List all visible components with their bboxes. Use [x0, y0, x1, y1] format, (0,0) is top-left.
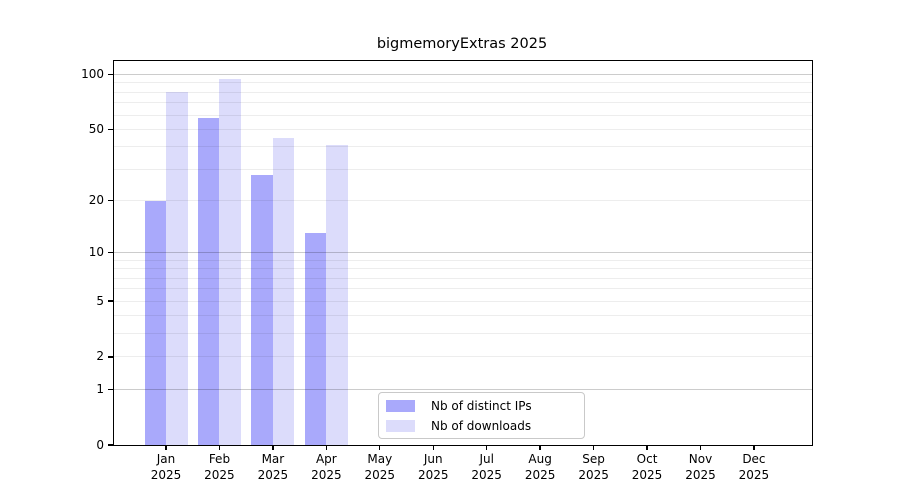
legend-label-distinct-ips: Nb of distinct IPs: [431, 399, 532, 413]
y-tick-label-20: 20: [88, 193, 104, 208]
x-tick-label-sep: Sep 2025: [552, 452, 636, 483]
gridline-major-100: [114, 73, 812, 76]
x-tick-label-oct: Oct 2025: [605, 452, 689, 483]
bar-downloads-jan: [166, 92, 188, 445]
x-tick-jan: [165, 445, 167, 450]
x-tick-mar: [272, 445, 274, 450]
bar-downloads-mar: [272, 137, 295, 445]
x-tick-label-dec: Dec 2025: [712, 452, 796, 483]
x-tick-label-nov: Nov 2025: [659, 452, 743, 483]
bar-ips-feb: [197, 117, 220, 445]
x-tick-apr: [325, 445, 328, 450]
x-tick-month: May: [367, 452, 393, 466]
x-tick-dec: [753, 445, 755, 450]
x-tick-may: [379, 445, 381, 450]
bar-ips-mar: [251, 174, 273, 445]
y-tick-label-1: 1: [96, 381, 104, 396]
bar-downloads-feb: [219, 78, 241, 445]
x-tick-month: Dec: [742, 452, 766, 466]
x-tick-label-mar: Mar 2025: [231, 452, 315, 483]
x-tick-month: Jan: [156, 452, 176, 466]
x-tick-sep: [592, 445, 595, 450]
x-tick-month: Sep: [582, 452, 605, 466]
x-tick-nov: [699, 445, 702, 450]
y-tick-label-2: 2: [96, 349, 104, 364]
x-tick-label-jun: Jun 2025: [391, 452, 475, 483]
x-tick-year: 2025: [631, 467, 663, 482]
x-tick-month: Feb: [208, 452, 231, 466]
x-tick-label-jul: Jul 2025: [445, 452, 529, 483]
bar-downloads-apr: [326, 145, 348, 445]
x-tick-jun: [432, 445, 434, 450]
x-tick-year: 2025: [150, 467, 182, 482]
y-tick-20: [108, 199, 113, 202]
x-tick-month: Jun: [423, 452, 443, 466]
y-tick-10: [108, 251, 113, 254]
y-tick-50: [108, 128, 113, 131]
y-tick-100: [108, 73, 113, 76]
x-tick-year: 2025: [578, 467, 609, 482]
x-tick-month: Jul: [479, 452, 494, 466]
bar-ips-jan: [144, 200, 166, 445]
x-tick-year: 2025: [364, 467, 396, 482]
y-tick-0: [108, 444, 113, 446]
x-tick-label-aug: Aug 2025: [498, 452, 582, 483]
x-tick-month: Nov: [688, 452, 713, 466]
y-tick-label-50: 50: [88, 121, 104, 136]
x-tick-label-feb: Feb 2025: [177, 452, 261, 483]
x-tick-year: 2025: [204, 467, 235, 482]
legend-item-downloads: Nb of downloads: [386, 419, 576, 433]
legend-item-distinct-ips: Nb of distinct IPs: [386, 399, 576, 413]
x-tick-oct: [646, 445, 648, 450]
legend: Nb of distinct IPs Nb of downloads: [378, 392, 585, 439]
x-tick-year: 2025: [524, 467, 556, 482]
x-tick-year: 2025: [685, 467, 716, 482]
y-tick-label-5: 5: [96, 293, 104, 308]
x-tick-month: Oct: [636, 452, 658, 466]
y-tick-1: [108, 388, 113, 391]
x-tick-month: Apr: [315, 452, 337, 466]
x-tick-year: 2025: [738, 467, 770, 482]
x-tick-month: Aug: [528, 452, 552, 466]
x-tick-aug: [539, 445, 541, 450]
y-tick-label-0: 0: [96, 437, 104, 452]
x-tick-label-apr: Apr 2025: [284, 452, 368, 483]
legend-swatch-downloads: [386, 420, 415, 432]
legend-swatch-distinct-ips: [386, 400, 415, 412]
x-tick-feb: [218, 445, 221, 450]
y-tick-label-100: 100: [81, 67, 104, 82]
y-tick-label-10: 10: [88, 245, 104, 260]
x-tick-label-may: May 2025: [338, 452, 422, 483]
bar-ips-apr: [304, 233, 327, 445]
x-tick-label-jan: Jan 2025: [124, 452, 208, 483]
y-tick-5: [108, 300, 113, 302]
x-tick-jul: [486, 445, 488, 450]
x-tick-year: 2025: [311, 467, 342, 482]
x-tick-year: 2025: [471, 467, 502, 482]
x-tick-year: 2025: [417, 467, 449, 482]
x-tick-month: Mar: [261, 452, 285, 466]
chart-title: bigmemoryExtras 2025: [376, 36, 548, 52]
x-tick-year: 2025: [257, 467, 289, 482]
legend-label-downloads: Nb of downloads: [431, 419, 532, 433]
y-tick-2: [108, 356, 113, 358]
plot-area: Nb of distinct IPs Nb of downloads 0 1 2 5 1…: [81, 60, 813, 482]
